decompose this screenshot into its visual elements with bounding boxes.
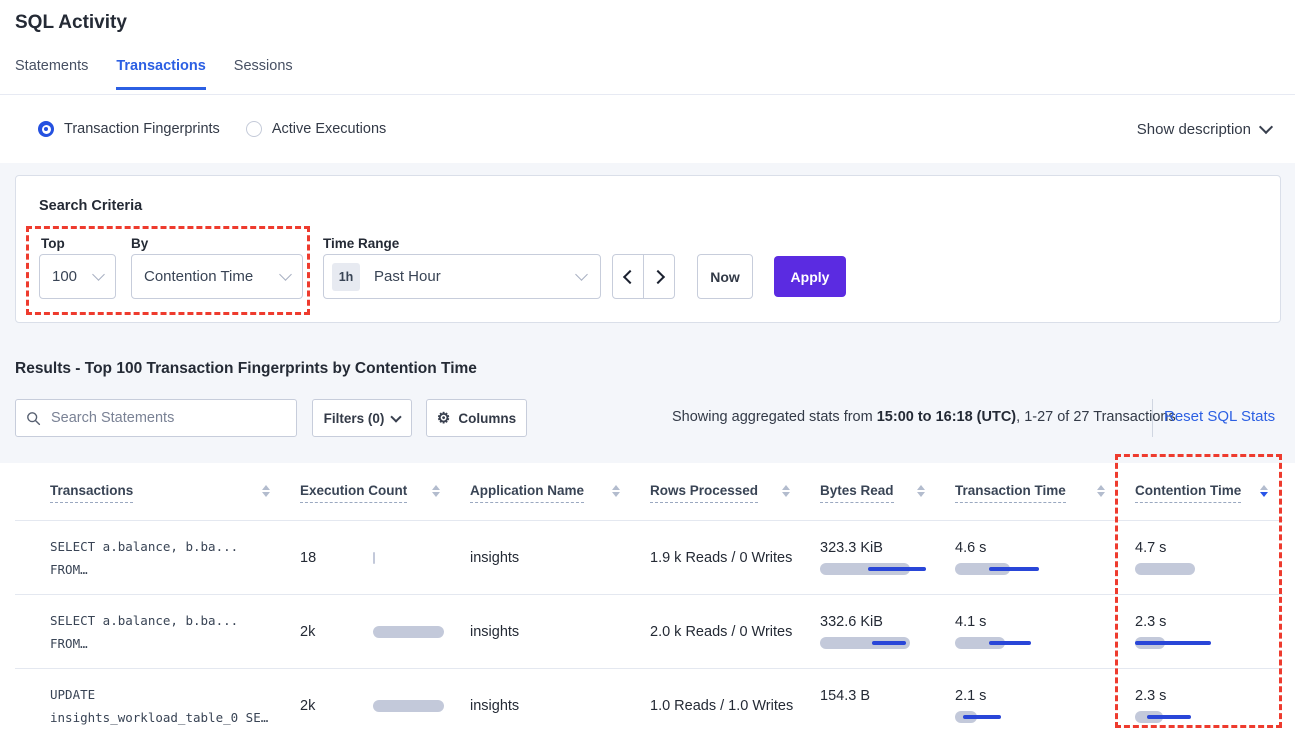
chevron-right-icon — [650, 269, 665, 284]
sort-icon — [432, 484, 440, 501]
sort-icon — [782, 484, 790, 501]
transaction-time-value: 4.1 s — [955, 614, 987, 630]
rows-processed-value: 1.0 Reads / 1.0 Writes — [650, 697, 794, 714]
sort-icon — [262, 484, 270, 501]
sort-icon — [1097, 484, 1105, 501]
page-title: SQL Activity — [15, 12, 127, 33]
bytes-read-value: 332.6 KiB — [820, 614, 883, 630]
contention-time-value: 2.3 s — [1135, 614, 1167, 630]
column-header-bytes-read[interactable]: Bytes Read — [805, 465, 940, 520]
tab-bar: Statements Transactions Sessions — [15, 58, 293, 90]
execution-count-bar — [373, 699, 453, 712]
transaction-fingerprint-link[interactable]: SELECT a.balance, b.ba... FROM… — [50, 538, 239, 577]
execution-count-bar — [373, 625, 453, 638]
contention-time-bar — [1135, 563, 1247, 575]
radio-unselected-icon — [245, 121, 262, 137]
aggregated-stats-text: Showing aggregated stats from 15:00 to 1… — [672, 409, 1176, 425]
gear-icon: ⚙ — [436, 409, 451, 427]
chevron-down-icon — [279, 268, 292, 281]
tab-transactions[interactable]: Transactions — [116, 58, 206, 90]
time-range-select[interactable]: 1h Past Hour — [323, 254, 601, 299]
application-name-value: insights — [470, 623, 520, 640]
contention-time-bar — [1135, 711, 1247, 723]
tab-sessions[interactable]: Sessions — [233, 58, 293, 74]
rows-processed-value: 2.0 k Reads / 0 Writes — [650, 623, 793, 640]
contention-time-value: 4.7 s — [1135, 540, 1167, 556]
sort-icon — [612, 484, 620, 501]
table-row: SELECT a.balance, b.ba... FROM… 18 insig… — [15, 520, 1283, 594]
search-statements-box — [15, 399, 297, 437]
next-time-range-button[interactable] — [644, 255, 674, 298]
top-label: Top — [41, 236, 65, 251]
top-select[interactable]: 100 — [39, 254, 116, 299]
execution-count-value: 2k — [300, 623, 316, 640]
application-name-value: insights — [470, 697, 520, 714]
bytes-read-value: 154.3 B — [820, 688, 870, 704]
apply-button[interactable]: Apply — [774, 256, 846, 297]
chevron-down-icon — [92, 268, 105, 281]
tab-statements[interactable]: Statements — [15, 58, 89, 74]
transactions-table: Transactions Execution Count Application… — [15, 465, 1283, 740]
radio-selected-icon — [38, 121, 54, 137]
chevron-left-icon — [622, 269, 637, 284]
time-range-badge: 1h — [332, 262, 360, 291]
execution-count-bar — [373, 551, 453, 564]
transaction-time-value: 2.1 s — [955, 688, 987, 704]
bytes-read-bar — [820, 563, 932, 575]
rows-processed-value: 1.9 k Reads / 0 Writes — [650, 549, 793, 566]
chevron-down-icon — [575, 268, 588, 281]
reset-sql-stats-link[interactable]: Reset SQL Stats — [1164, 408, 1276, 425]
now-button[interactable]: Now — [697, 254, 753, 299]
execution-count-value: 18 — [300, 549, 317, 566]
column-header-rows-processed[interactable]: Rows Processed — [635, 465, 805, 520]
time-range-label: Time Range — [323, 236, 400, 251]
contention-time-value: 2.3 s — [1135, 688, 1167, 704]
column-header-transaction-time[interactable]: Transaction Time — [940, 465, 1120, 520]
columns-button[interactable]: ⚙ Columns — [426, 399, 527, 437]
tab-bar-divider — [0, 94, 1295, 95]
results-heading: Results - Top 100 Transaction Fingerprin… — [15, 360, 477, 377]
table-row: SELECT a.balance, b.ba... FROM… 2k insig… — [15, 594, 1283, 668]
search-criteria-panel: Search Criteria Top By Time Range 100 Co… — [15, 175, 1281, 323]
radio-transaction-fingerprints[interactable]: Transaction Fingerprints — [38, 121, 220, 137]
time-range-step-group — [612, 254, 675, 299]
search-criteria-title: Search Criteria — [39, 198, 143, 214]
execution-count-value: 2k — [300, 697, 316, 714]
toolbar-divider — [1152, 399, 1153, 437]
by-select[interactable]: Contention Time — [131, 254, 303, 299]
sort-icon-active-desc — [1260, 484, 1268, 501]
column-header-execution-count[interactable]: Execution Count — [285, 465, 455, 520]
contention-time-bar — [1135, 637, 1247, 649]
search-statements-input[interactable] — [49, 409, 286, 427]
transaction-time-bar — [955, 563, 1067, 575]
by-label: By — [131, 236, 149, 251]
column-header-application-name[interactable]: Application Name — [455, 465, 635, 520]
bytes-read-value: 323.3 KiB — [820, 540, 883, 556]
chevron-down-icon — [390, 411, 403, 423]
radio-active-executions[interactable]: Active Executions — [245, 121, 386, 137]
view-toggle-bar: Transaction Fingerprints Active Executio… — [0, 95, 1295, 163]
transaction-fingerprint-link[interactable]: SELECT a.balance, b.ba... FROM… — [50, 612, 239, 651]
table-row: UPDATE insights_workload_table_0 SE… 2k … — [15, 668, 1283, 740]
search-icon — [27, 411, 41, 425]
bytes-read-bar — [820, 637, 932, 649]
chevron-down-icon — [1258, 119, 1274, 135]
application-name-value: insights — [470, 549, 520, 566]
previous-time-range-button[interactable] — [613, 255, 644, 298]
transaction-time-value: 4.6 s — [955, 540, 987, 556]
table-header-row: Transactions Execution Count Application… — [15, 465, 1283, 520]
sort-icon — [917, 484, 925, 501]
transaction-fingerprint-link[interactable]: UPDATE insights_workload_table_0 SE… — [50, 686, 269, 725]
transaction-time-bar — [955, 711, 1067, 723]
transaction-time-bar — [955, 637, 1067, 649]
column-header-transactions[interactable]: Transactions — [15, 465, 285, 520]
column-header-contention-time[interactable]: Contention Time — [1120, 465, 1283, 520]
show-description-toggle[interactable]: Show description — [1137, 95, 1274, 163]
filters-button[interactable]: Filters (0) — [312, 399, 412, 437]
